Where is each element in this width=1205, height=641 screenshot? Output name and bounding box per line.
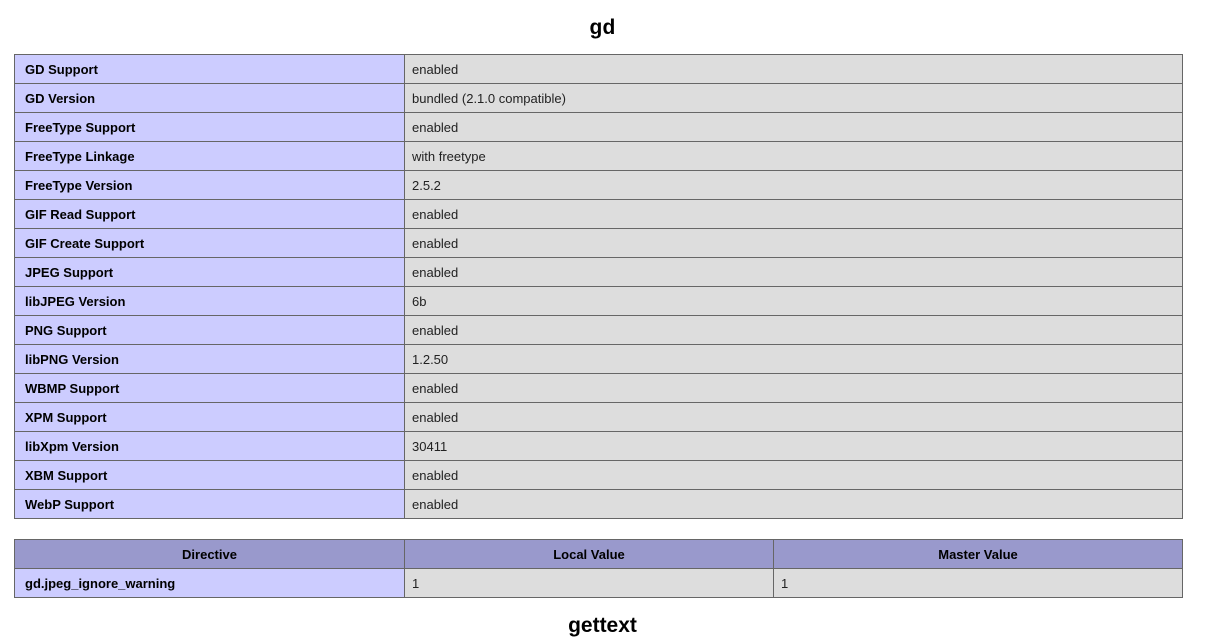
- info-row-key: GIF Read Support: [14, 199, 405, 229]
- table-row: GD Version bundled (2.1.0 compatible): [14, 83, 1183, 113]
- table-row: WebP Support enabled: [14, 489, 1183, 519]
- directive-master-value: 1: [773, 568, 1183, 598]
- table-row: libPNG Version 1.2.50: [14, 344, 1183, 374]
- info-row-key: FreeType Linkage: [14, 141, 405, 171]
- info-row-key: WebP Support: [14, 489, 405, 519]
- info-row-value: enabled: [404, 228, 1183, 258]
- table-row: libXpm Version 30411: [14, 431, 1183, 461]
- table-spacer: [14, 519, 1191, 539]
- table-row: FreeType Version 2.5.2: [14, 170, 1183, 200]
- table-row: FreeType Support enabled: [14, 112, 1183, 142]
- info-row-value: 2.5.2: [404, 170, 1183, 200]
- info-row-key: libXpm Version: [14, 431, 405, 461]
- next-section-title: gettext: [568, 614, 637, 637]
- info-row-value: bundled (2.1.0 compatible): [404, 83, 1183, 113]
- info-row-value: enabled: [404, 489, 1183, 519]
- info-row-value: enabled: [404, 112, 1183, 142]
- info-row-value: 6b: [404, 286, 1183, 316]
- column-header-master-value: Master Value: [773, 539, 1183, 569]
- column-header-local-value: Local Value: [404, 539, 774, 569]
- table-row: gd.jpeg_ignore_warning 1 1: [14, 568, 1183, 598]
- phpinfo-page: gd GD Support enabled GD Version bundled (2…: [0, 16, 1205, 641]
- info-row-key: GD Version: [14, 83, 405, 113]
- info-row-value: enabled: [404, 54, 1183, 84]
- table-header-row: Directive Local Value Master Value: [14, 539, 1183, 569]
- directive-local-value: 1: [404, 568, 774, 598]
- table-row: PNG Support enabled: [14, 315, 1183, 345]
- gd-directive-table-body: Directive Local Value Master Value gd.jp…: [14, 539, 1183, 598]
- info-row-key: XPM Support: [14, 402, 405, 432]
- info-row-value: enabled: [404, 402, 1183, 432]
- info-row-key: WBMP Support: [14, 373, 405, 403]
- gd-info-table: GD Support enabled GD Version bundled (2.1.…: [14, 54, 1183, 519]
- table-row: XBM Support enabled: [14, 460, 1183, 490]
- table-row: FreeType Linkage with freetype: [14, 141, 1183, 171]
- info-row-key: FreeType Version: [14, 170, 405, 200]
- column-header-directive: Directive: [14, 539, 405, 569]
- info-row-value: enabled: [404, 199, 1183, 229]
- info-row-key: FreeType Support: [14, 112, 405, 142]
- info-row-value: 1.2.50: [404, 344, 1183, 374]
- table-row: GD Support enabled: [14, 54, 1183, 84]
- info-row-key: GIF Create Support: [14, 228, 405, 258]
- table-row: WBMP Support enabled: [14, 373, 1183, 403]
- table-row: JPEG Support enabled: [14, 257, 1183, 287]
- info-row-key: libJPEG Version: [14, 286, 405, 316]
- info-row-key: XBM Support: [14, 460, 405, 490]
- info-row-value: enabled: [404, 373, 1183, 403]
- info-row-value: 30411: [404, 431, 1183, 461]
- gd-info-table-body: GD Support enabled GD Version bundled (2.1.…: [14, 54, 1183, 519]
- info-row-value: enabled: [404, 315, 1183, 345]
- table-row: GIF Read Support enabled: [14, 199, 1183, 229]
- info-row-value: with freetype: [404, 141, 1183, 171]
- page-title: gd: [589, 16, 616, 39]
- gd-directive-table: Directive Local Value Master Value gd.jp…: [14, 539, 1183, 598]
- table-row: XPM Support enabled: [14, 402, 1183, 432]
- info-row-key: libPNG Version: [14, 344, 405, 374]
- info-row-value: enabled: [404, 460, 1183, 490]
- info-row-key: JPEG Support: [14, 257, 405, 287]
- info-row-key: GD Support: [14, 54, 405, 84]
- table-row: GIF Create Support enabled: [14, 228, 1183, 258]
- directive-name: gd.jpeg_ignore_warning: [14, 568, 405, 598]
- info-row-value: enabled: [404, 257, 1183, 287]
- table-row: libJPEG Version 6b: [14, 286, 1183, 316]
- info-row-key: PNG Support: [14, 315, 405, 345]
